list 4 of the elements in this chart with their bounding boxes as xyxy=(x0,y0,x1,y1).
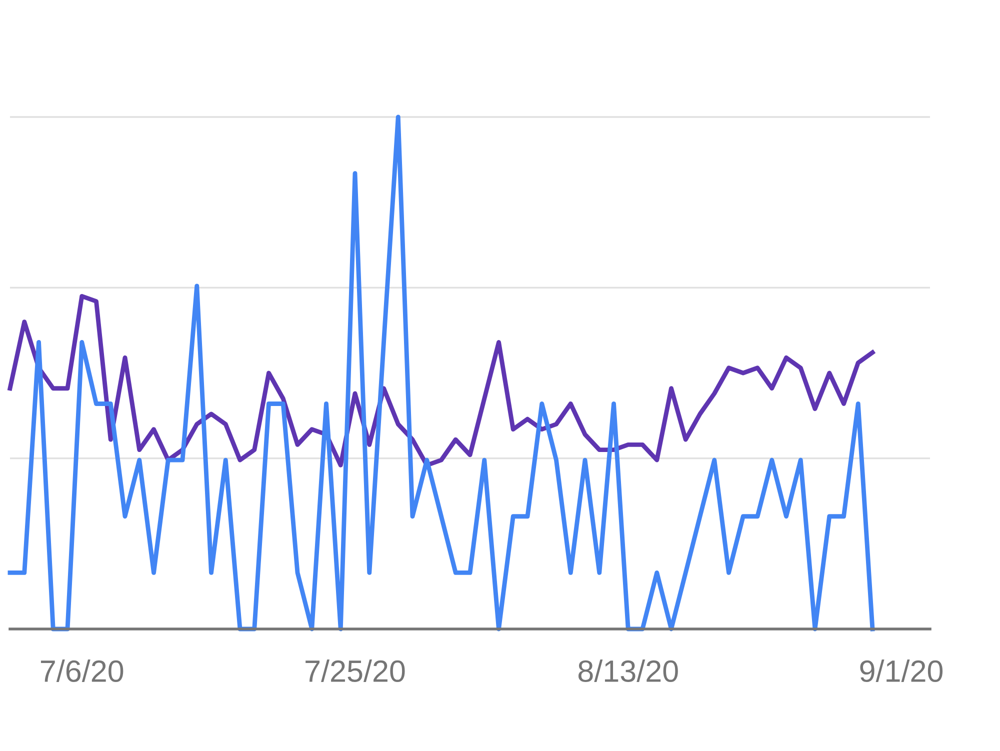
x-tick-label: 7/6/20 xyxy=(40,660,124,682)
x-tick-label: 7/25/20 xyxy=(306,660,405,682)
x-tick-label: 8/13/20 xyxy=(578,660,678,682)
x-tick-label: 9/1/20 xyxy=(860,660,943,682)
